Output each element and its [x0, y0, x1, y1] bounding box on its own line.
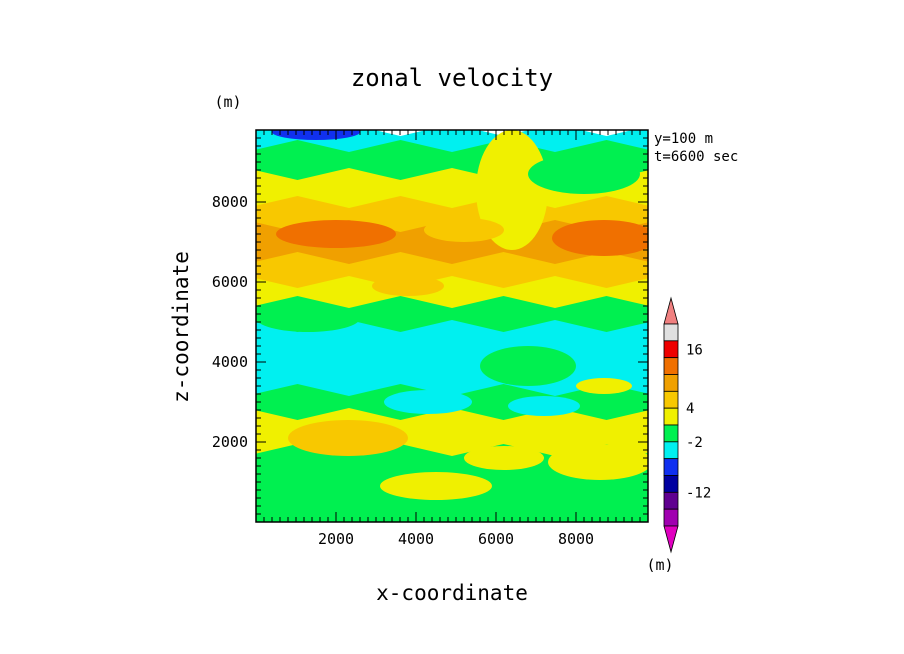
field-patch [528, 154, 640, 194]
y-tick-label: 2000 [212, 433, 248, 451]
y-tick-label: 8000 [212, 193, 248, 211]
field-patch [272, 130, 360, 140]
colorbar-upper-arrow [663, 296, 679, 325]
y-axis-label: z-coordinate [169, 251, 193, 403]
field-patch [276, 220, 396, 248]
colorbar-unit-label: (m) [646, 556, 673, 574]
field-patch [384, 390, 472, 414]
field-patch [464, 446, 544, 470]
colorbar-bin [663, 475, 679, 493]
colorbar-bin [663, 390, 679, 409]
colorbar-bin [663, 491, 679, 510]
field-patch [256, 304, 360, 332]
field-patch [288, 420, 408, 456]
field-band [256, 276, 648, 312]
colorbar-lower-arrow [663, 525, 679, 554]
colorbar-label: -2 [686, 435, 703, 451]
colorbar-bin [663, 407, 679, 426]
colorbar-bin [663, 374, 679, 392]
field-patch [508, 396, 580, 416]
chart-title: zonal velocity [351, 64, 553, 92]
y-unit-label: (m) [214, 93, 241, 111]
field-patch [372, 276, 444, 296]
annotation-position: y=100 m [654, 131, 713, 147]
field-patch [576, 378, 632, 394]
annotation-time: t=6600 sec [654, 149, 738, 165]
axis-ticks: 2000 4000 6000 8000 2000 4000 6000 8000 [212, 130, 648, 548]
field-patch [380, 472, 492, 500]
velocity-field [256, 130, 648, 522]
field-patch [548, 444, 648, 480]
x-tick-label: 6000 [478, 530, 514, 548]
field-patch [480, 346, 576, 386]
colorbar-bin [663, 458, 679, 476]
colorbar-bin [663, 323, 679, 342]
field-patch [424, 218, 504, 242]
y-tick-label: 4000 [212, 353, 248, 371]
colorbar-bin [663, 357, 679, 375]
colorbar: 16 4 -2 -12 [663, 296, 711, 554]
colorbar-bin [663, 340, 679, 359]
colorbar-label: 16 [686, 342, 703, 358]
colorbar-label: 4 [686, 401, 694, 417]
plot-frame [255, 129, 649, 523]
colorbar-label: -12 [686, 485, 711, 501]
x-axis-label: x-coordinate [376, 581, 528, 605]
field-band [256, 130, 648, 156]
colorbar-bin [663, 441, 679, 460]
field-patch [552, 220, 648, 256]
y-tick-label: 6000 [212, 273, 248, 291]
x-tick-label: 8000 [558, 530, 594, 548]
colorbar-bin [663, 508, 679, 527]
x-tick-label: 2000 [318, 530, 354, 548]
field-patch [476, 130, 548, 250]
x-tick-label: 4000 [398, 530, 434, 548]
colorbar-bin [663, 424, 679, 443]
